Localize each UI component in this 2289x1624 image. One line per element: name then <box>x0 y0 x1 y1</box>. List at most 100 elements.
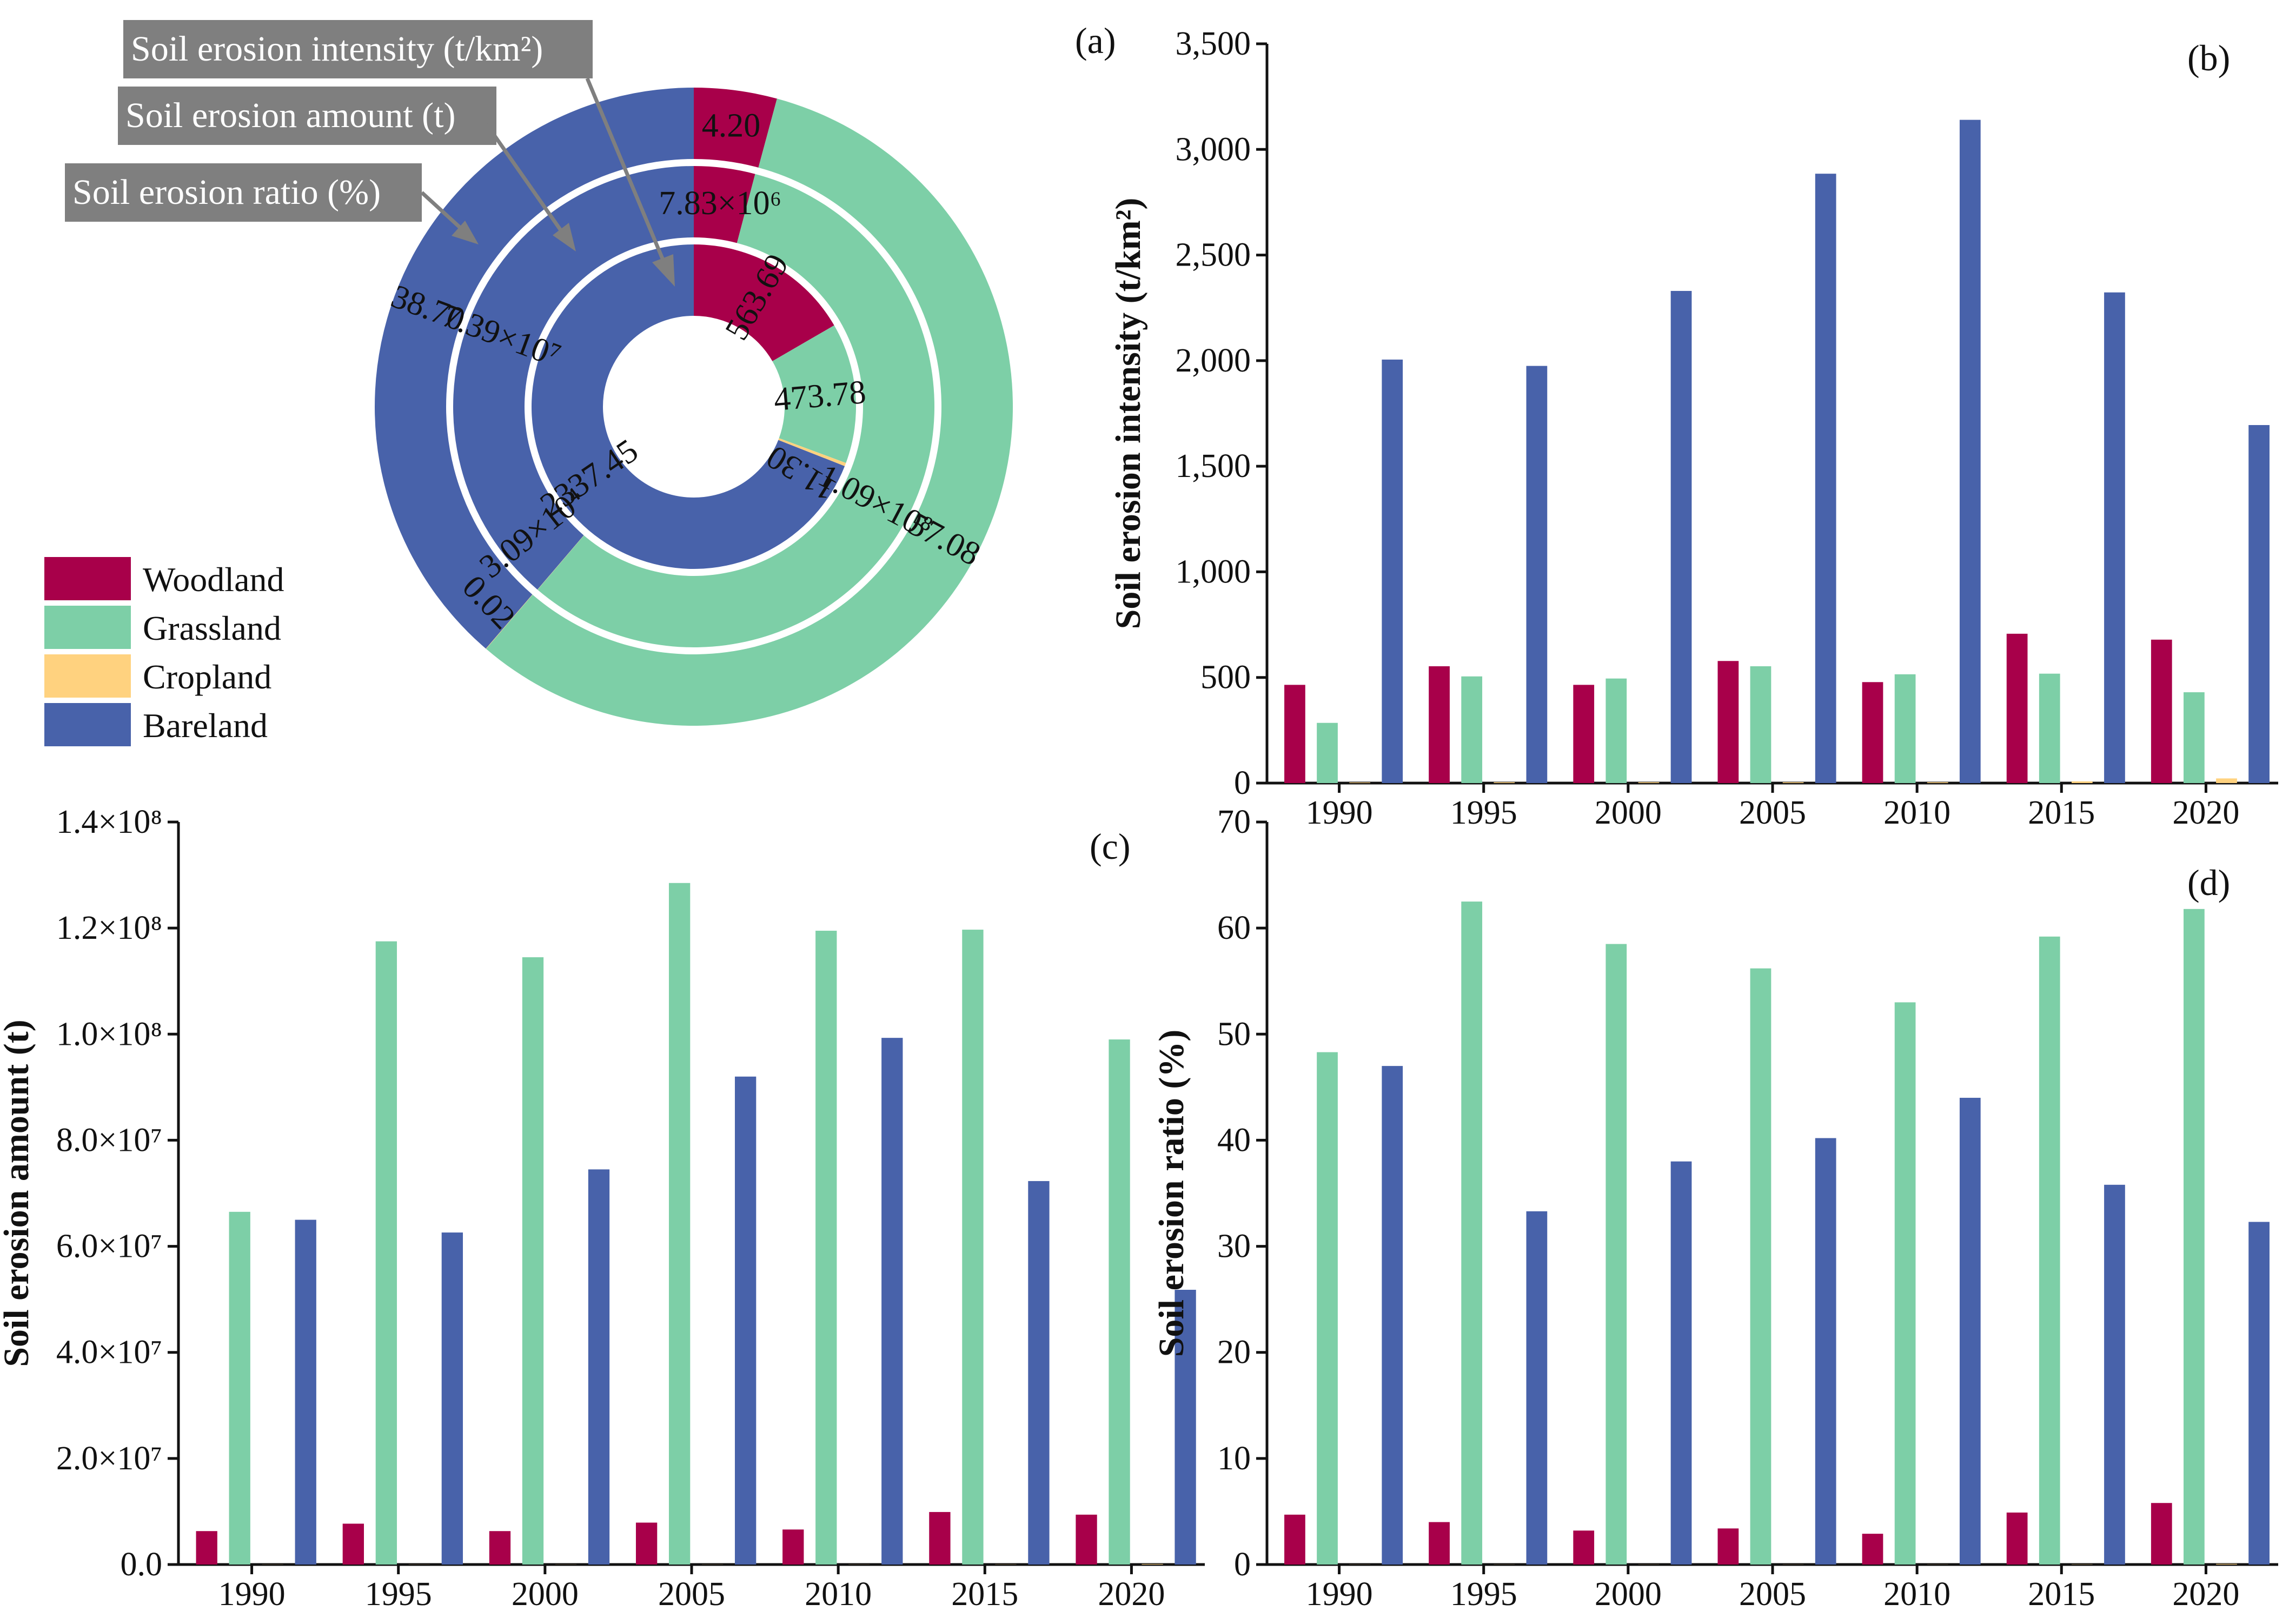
ring-1-slice-cropland <box>537 535 584 590</box>
bar-woodland-2020 <box>2151 1503 2172 1565</box>
bar-bareland-2020 <box>1175 1289 1196 1565</box>
x-tick-label: 1990 <box>1306 1576 1373 1613</box>
bar-grassland-2010 <box>815 931 837 1565</box>
bar-woodland-1990 <box>1284 1514 1305 1565</box>
x-tick-label: 2000 <box>1595 1576 1662 1613</box>
bar-grassland-2010 <box>1894 674 1916 783</box>
bar-bareland-2015 <box>2104 292 2125 783</box>
bar-woodland-1995 <box>1429 666 1450 783</box>
bar-woodland-2015 <box>2006 633 2028 783</box>
legend-label-cropland: Cropland <box>143 658 271 696</box>
bar-grassland-2020 <box>2184 909 2205 1565</box>
bar-bareland-1995 <box>1526 1211 1548 1565</box>
y-tick-label: 2,500 <box>1176 237 1251 274</box>
y-tick-label: 500 <box>1200 659 1251 696</box>
ring-1-label-woodland: 7.83×10⁶ <box>659 185 781 222</box>
bar-woodland-1990 <box>1284 685 1305 783</box>
arrow-head-amount <box>553 223 576 251</box>
x-tick-label: 1995 <box>1450 1576 1517 1613</box>
bar-grassland-2015 <box>962 930 984 1565</box>
bar-woodland-1995 <box>342 1523 364 1565</box>
bar-cropland-2015 <box>2071 781 2093 783</box>
bar-woodland-2000 <box>1573 1530 1595 1565</box>
x-tick-label: 2005 <box>1739 794 1806 831</box>
bar-cropland-1995 <box>1494 782 1515 783</box>
ring-0-label-woodland: 4.20 <box>702 108 761 144</box>
panel-label-a: (a) <box>1075 20 1116 61</box>
bar-bareland-2015 <box>2104 1184 2125 1565</box>
bar-woodland-2020 <box>2151 639 2172 783</box>
bar-grassland-2000 <box>1605 678 1627 783</box>
x-tick-label: 2015 <box>2028 794 2095 831</box>
bar-bareland-1990 <box>1382 1066 1403 1565</box>
bar-woodland-2000 <box>489 1531 511 1565</box>
callout-box-intensity <box>123 20 593 78</box>
y-tick-label: 2,000 <box>1176 342 1251 379</box>
bar-woodland-2010 <box>1862 1534 1883 1565</box>
bar-bareland-2005 <box>1815 174 1836 783</box>
bar-bareland-2010 <box>1959 120 1981 783</box>
bar-cropland-2000 <box>1638 782 1660 783</box>
arrow-head-intensity <box>652 254 675 287</box>
bar-woodland-2015 <box>929 1512 951 1565</box>
y-tick-label: 4.0×10⁷ <box>56 1334 162 1371</box>
y-tick-label: 2.0×10⁷ <box>56 1440 162 1477</box>
bar-grassland-2005 <box>1750 968 1772 1565</box>
y-tick-label: 8.0×10⁷ <box>56 1122 162 1158</box>
y-tick-label: 0.0 <box>121 1546 163 1583</box>
callout-arrow-ratio <box>420 191 461 229</box>
y-tick-label: 60 <box>1217 910 1251 946</box>
legend-swatch-cropland <box>44 654 131 698</box>
legend: Woodland Grassland Cropland Bareland <box>44 557 284 746</box>
callout-ratio: Soil erosion ratio (%) <box>72 173 381 212</box>
bar-bareland-1990 <box>1382 359 1403 783</box>
x-tick-label: 1995 <box>1450 794 1517 831</box>
ring-2-label-grassland: 473.78 <box>772 374 867 418</box>
bar-woodland-2005 <box>1717 661 1739 783</box>
ring-2-slice-cropland <box>778 438 846 466</box>
bar-woodland-2010 <box>782 1529 804 1565</box>
panel-a-donut: 4.2057.080.0238.707.83×10⁶1.09×10⁸3.09×1… <box>65 20 1116 726</box>
bar-cropland-2010 <box>1927 782 1948 783</box>
callout-amount: Soil erosion amount (t) <box>125 96 455 135</box>
bar-bareland-2015 <box>1028 1181 1050 1565</box>
bar-grassland-2010 <box>1894 1002 1916 1565</box>
y-tick-label: 1.0×10⁸ <box>56 1016 162 1052</box>
legend-swatch-bareland <box>44 703 131 746</box>
legend-swatch-grassland <box>44 606 131 649</box>
bar-grassland-1990 <box>229 1211 250 1565</box>
ring-2-slice-grassland <box>772 325 856 463</box>
bar-grassland-1990 <box>1317 1052 1338 1565</box>
callouts: Soil erosion intensity (t/km²) Soil eros… <box>65 20 675 287</box>
y-tick-label: 70 <box>1217 804 1251 840</box>
panel-label-c: (c) <box>1090 826 1130 867</box>
x-tick-label: 2000 <box>512 1576 579 1613</box>
bar-grassland-2020 <box>1109 1039 1130 1565</box>
bar-grassland-2020 <box>2184 692 2205 783</box>
y-axis-label: Soil erosion amount (t) <box>0 1019 36 1367</box>
bar-bareland-2000 <box>1670 1161 1692 1565</box>
ring-1-slice-woodland <box>694 166 755 243</box>
y-tick-label: 6.0×10⁷ <box>56 1228 162 1265</box>
y-tick-label: 0 <box>1234 765 1251 801</box>
x-tick-label: 1990 <box>1306 794 1373 831</box>
legend-label-woodland: Woodland <box>143 560 284 599</box>
bar-bareland-2010 <box>1959 1097 1981 1565</box>
bar-grassland-2015 <box>2039 673 2060 783</box>
callout-arrow-amount <box>485 123 564 234</box>
donut-rings <box>375 88 1013 726</box>
callout-intensity: Soil erosion intensity (t/km²) <box>131 29 543 69</box>
bar-bareland-2005 <box>1815 1138 1836 1565</box>
bar-woodland-2010 <box>1862 682 1883 783</box>
x-tick-label: 2020 <box>2172 1576 2239 1613</box>
ring-0-slice-bareland <box>375 88 694 649</box>
bar-cropland-2020 <box>2216 1563 2237 1565</box>
bar-grassland-2000 <box>1605 944 1627 1565</box>
y-tick-label: 10 <box>1217 1440 1251 1477</box>
panel-label-d: (d) <box>2187 862 2230 903</box>
bar-woodland-2005 <box>635 1522 658 1565</box>
x-tick-label: 2015 <box>951 1576 1018 1613</box>
ring-1-slice-bareland <box>453 166 694 590</box>
panel-b-bar-chart: 0 500 1,000 1,500 2,000 2,500 3,000 3,500 1990 19… <box>1109 25 2278 831</box>
